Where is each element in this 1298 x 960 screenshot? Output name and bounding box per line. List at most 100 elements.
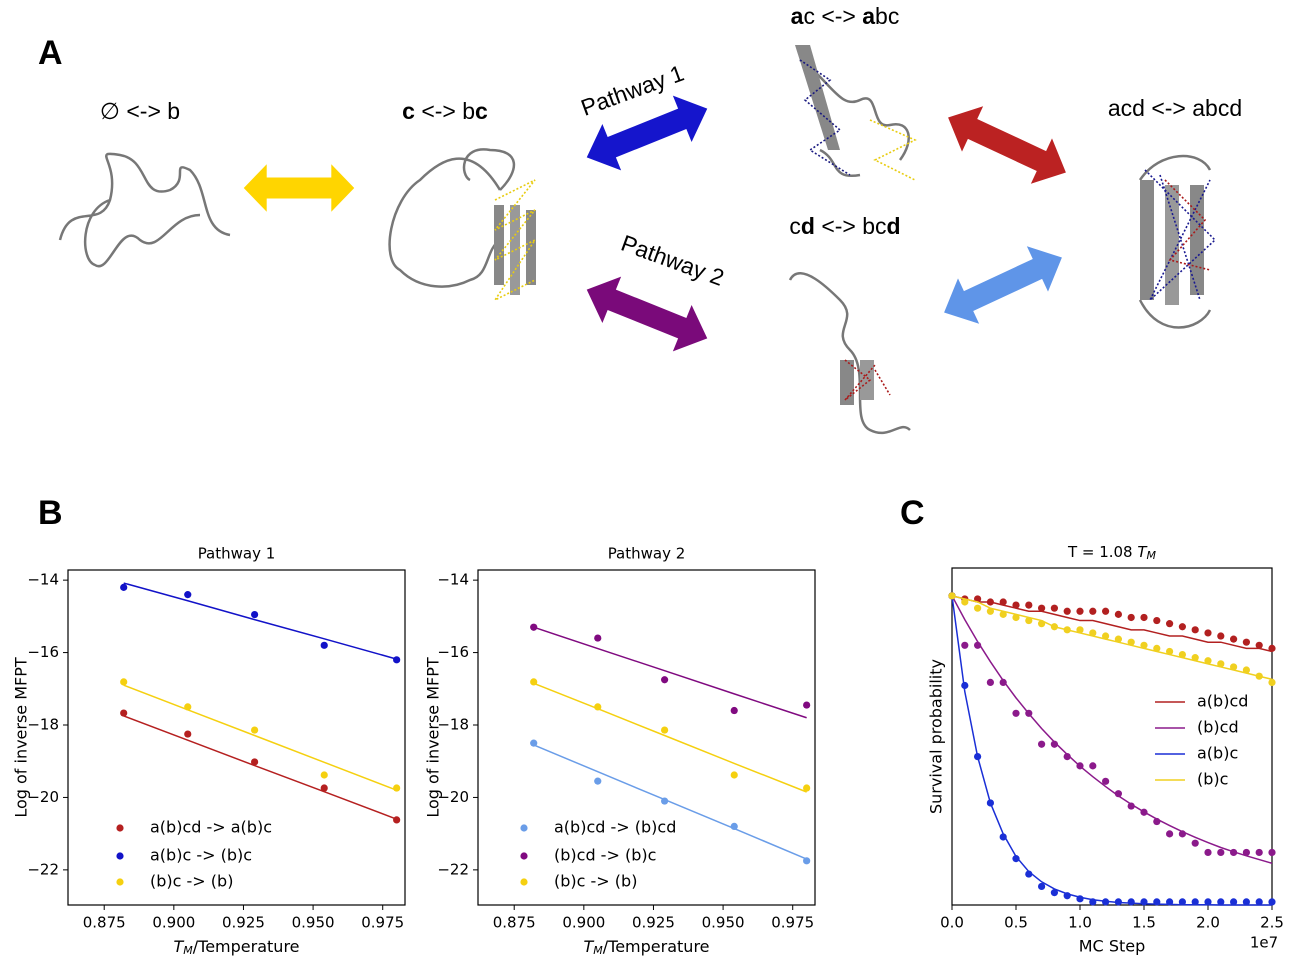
panel-label: B [38, 494, 63, 532]
data-point [1038, 740, 1046, 748]
data-point [1230, 848, 1238, 857]
x-tick-label: 0.950 [702, 914, 745, 932]
data-point [986, 598, 995, 606]
data-point [1268, 644, 1276, 652]
x-axis-label-part: T [583, 937, 594, 956]
data-point [1166, 647, 1174, 656]
data-point [1140, 808, 1148, 816]
x-axis-label: MC Step [1079, 937, 1146, 956]
data-point [1255, 898, 1263, 906]
legend-swatch [116, 878, 124, 886]
data-point [1089, 898, 1097, 906]
y-tick-label: −20 [437, 788, 469, 806]
x-tick-label: 0.875 [83, 914, 126, 932]
data-point [1076, 626, 1084, 634]
data-point [1038, 604, 1046, 612]
chart-title: Pathway 1 [198, 545, 276, 563]
legend-label: (b)cd -> (b)c [554, 846, 656, 865]
data-point [730, 706, 738, 715]
data-point [1025, 601, 1033, 609]
x-axis-label-part: T [173, 937, 184, 956]
chart-title-part: T [1137, 543, 1148, 561]
data-point [1012, 855, 1020, 863]
data-point [1140, 898, 1148, 906]
data-point [530, 678, 538, 686]
chart-title-part: T = 1.08 [1067, 543, 1137, 561]
data-point [1012, 601, 1020, 609]
data-point [1230, 635, 1238, 643]
x-tick-label: 0.5 [1004, 914, 1028, 932]
data-point [1217, 660, 1225, 668]
chart-title: Pathway 2 [608, 545, 686, 563]
arrow [933, 234, 1073, 336]
state-label-part: ∅ <-> b [100, 98, 180, 124]
axes-frame [67, 569, 406, 906]
fit-line [533, 682, 807, 793]
x-tick-label: 0.900 [562, 914, 605, 932]
x-tick-label: 0.975 [361, 914, 404, 932]
data-point [661, 797, 669, 805]
data-point [1089, 607, 1097, 615]
data-point [1102, 777, 1110, 785]
arrow [937, 94, 1077, 196]
data-point [1178, 623, 1186, 631]
data-point [1217, 898, 1225, 906]
data-point [1114, 610, 1122, 618]
data-point [999, 598, 1007, 606]
protein [58, 58, 1212, 435]
data-point [1255, 641, 1263, 649]
state-label-part: c [475, 98, 488, 124]
state-label-part: d [887, 213, 901, 239]
data-point [1089, 762, 1097, 770]
data-point [999, 833, 1007, 841]
data-point [1242, 848, 1250, 857]
fit-line [123, 684, 397, 791]
data-point [184, 730, 192, 738]
legend-swatch [520, 878, 528, 886]
data-point [1166, 620, 1174, 628]
data-point [1268, 678, 1276, 686]
data-point [1127, 613, 1135, 622]
data-point [1166, 830, 1174, 838]
data-point [1102, 898, 1110, 906]
data-point [1050, 623, 1058, 631]
data-point [184, 591, 192, 599]
legend-label: (b)c -> (b) [150, 872, 233, 891]
data-point [948, 592, 956, 600]
data-point [974, 604, 982, 612]
data-point [120, 678, 128, 686]
data-point [393, 784, 401, 792]
state-label-part: a [862, 3, 875, 29]
data-point [986, 607, 995, 615]
data-point [803, 857, 811, 865]
state-label-part: <-> bc [815, 213, 887, 239]
panel-label: C [900, 494, 925, 532]
data-point [1102, 632, 1110, 640]
data-point [999, 610, 1007, 618]
x-tick-label: 2.0 [1196, 914, 1220, 932]
state-label-part: acd <-> abcd [1108, 95, 1242, 121]
data-point [1140, 613, 1148, 622]
data-point [1140, 641, 1148, 649]
x-axis-label-part: M [183, 944, 193, 957]
data-point [1153, 644, 1161, 652]
data-point [1204, 629, 1212, 637]
x-tick-label: 0.925 [222, 914, 265, 932]
data-point [730, 822, 738, 831]
x-axis-label-part: M [593, 944, 603, 957]
data-point [1153, 616, 1161, 625]
data-point [1255, 848, 1263, 857]
contacts [492, 59, 1217, 401]
data-point [393, 656, 401, 664]
state-label-part: c <-> [803, 3, 862, 29]
data-point [974, 641, 982, 649]
state-label: ac <-> abc [791, 3, 900, 29]
legend-label: (b)c [1197, 770, 1228, 789]
state-label: cd <-> bcd [789, 213, 900, 239]
data-point [1268, 848, 1276, 857]
data-point [1127, 638, 1135, 646]
data-point [184, 703, 192, 711]
data-point [1242, 638, 1250, 646]
pathway-label: Pathway 2 [618, 230, 728, 291]
x-tick-label: 0.875 [493, 914, 536, 932]
